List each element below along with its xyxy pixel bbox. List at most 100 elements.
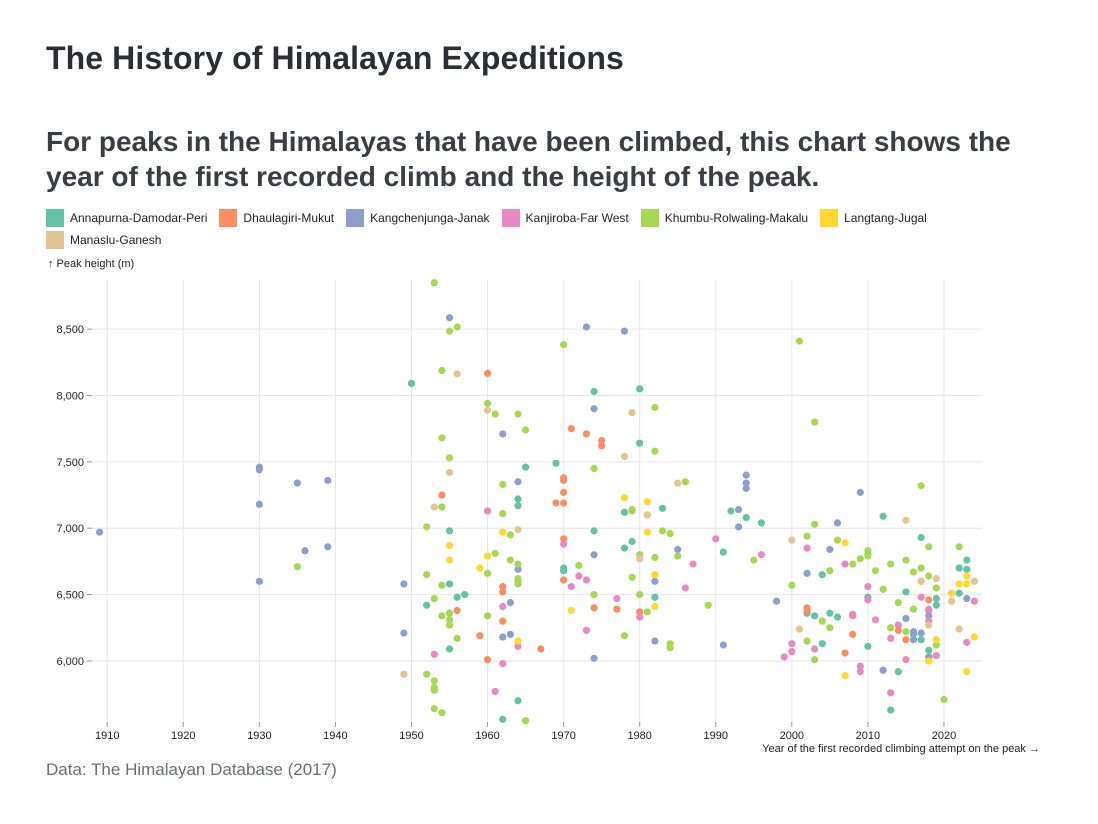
data-point <box>430 705 438 713</box>
y-tick-label: 7,000 <box>56 523 84 535</box>
data-point <box>499 583 507 591</box>
data-point <box>598 437 606 445</box>
data-point <box>590 551 598 559</box>
data-point <box>902 588 910 596</box>
data-point <box>803 544 811 552</box>
data-point <box>970 633 978 641</box>
data-point <box>598 442 606 450</box>
data-point <box>917 564 925 572</box>
data-point <box>506 598 514 607</box>
data-point <box>430 686 438 694</box>
data-point <box>453 593 461 601</box>
data-point <box>666 644 674 652</box>
data-point <box>894 667 902 676</box>
data-point <box>521 463 530 471</box>
data-point <box>856 555 864 563</box>
data-point <box>582 323 591 331</box>
data-point <box>841 649 849 657</box>
data-point <box>925 621 933 629</box>
data-point <box>445 556 454 564</box>
data-point <box>932 652 940 660</box>
data-point <box>902 556 910 564</box>
data-point <box>430 677 438 685</box>
data-point <box>864 596 872 604</box>
data-point <box>514 637 522 645</box>
data-point <box>453 370 461 378</box>
data-point <box>955 543 963 551</box>
data-point <box>514 575 522 583</box>
legend-swatch <box>820 209 839 227</box>
data-point <box>445 616 454 624</box>
data-point <box>301 547 309 555</box>
data-point <box>887 560 895 568</box>
data-point <box>514 565 522 573</box>
data-point <box>636 613 644 621</box>
data-point <box>879 585 887 593</box>
data-point <box>476 564 484 572</box>
data-point <box>963 667 971 676</box>
data-point <box>628 409 636 417</box>
data-point <box>674 479 682 487</box>
data-point <box>917 593 925 601</box>
data-point <box>788 648 796 656</box>
data-point <box>734 523 743 531</box>
data-point <box>430 503 438 511</box>
data-point <box>483 507 492 515</box>
data-point <box>932 601 940 609</box>
data-point <box>780 653 788 661</box>
data-point <box>689 560 697 568</box>
data-point <box>582 576 591 584</box>
data-point <box>887 624 895 632</box>
data-point <box>491 410 499 418</box>
data-point <box>681 584 689 592</box>
data-point <box>430 650 438 658</box>
data-point <box>643 608 651 616</box>
data-point <box>514 502 522 510</box>
data-point <box>521 717 530 725</box>
data-point <box>483 569 492 577</box>
legend-item: Kanjiroba-Far West <box>501 207 629 229</box>
chart-subtitle: For peaks in the Himalayas that have bee… <box>46 126 1011 192</box>
data-point <box>841 671 849 680</box>
y-axis-ticks: 6,000 6,500 7,000 7,500 8,000 8,500 <box>56 324 92 668</box>
data-point <box>902 628 910 636</box>
data-point <box>811 612 819 620</box>
data-point <box>864 547 872 555</box>
legend-swatch <box>219 209 238 227</box>
legend-swatch <box>46 231 64 249</box>
data-point <box>445 621 454 629</box>
data-point <box>917 629 925 637</box>
data-point <box>445 527 454 535</box>
data-point <box>894 621 902 629</box>
data-point <box>963 638 971 646</box>
data-point <box>909 605 918 613</box>
data-point <box>704 601 712 609</box>
x-tick-label: 1980 <box>627 730 651 742</box>
x-tick-label: 1970 <box>551 730 575 742</box>
data-point <box>445 454 454 462</box>
data-point <box>742 479 750 487</box>
data-point <box>879 512 887 520</box>
data-point <box>567 606 575 615</box>
y-tick-label: 8,000 <box>56 390 84 402</box>
legend-item: Dhaulagiri-Mukut <box>219 207 334 229</box>
data-point <box>96 528 104 536</box>
data-point <box>917 577 925 585</box>
data-point <box>636 555 644 563</box>
data-point <box>514 525 522 534</box>
legend-item: Annapurna-Damodar-Peri <box>46 207 207 229</box>
data-point <box>833 519 842 527</box>
data-point <box>719 548 727 556</box>
data-point <box>902 636 910 644</box>
data-point <box>400 580 408 588</box>
data-point <box>795 337 804 345</box>
y-gridlines <box>92 328 982 662</box>
data-point <box>521 426 530 434</box>
data-point <box>423 601 431 609</box>
data-point <box>590 654 598 662</box>
legend-label: Manaslu-Ganesh <box>70 233 162 247</box>
data-point <box>445 580 454 588</box>
data-point <box>590 604 598 612</box>
data-point <box>567 425 575 433</box>
legend-item: Khumbu-Rolwaling-Makalu <box>640 207 808 229</box>
